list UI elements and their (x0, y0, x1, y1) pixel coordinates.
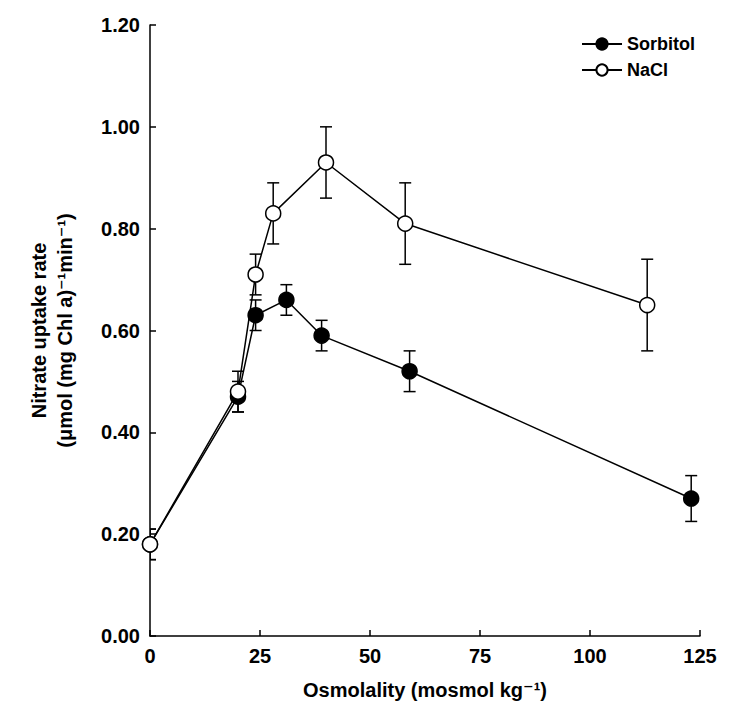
svg-text:Sorbitol: Sorbitol (627, 34, 695, 54)
svg-text:Nitrate uptake rate: Nitrate uptake rate (28, 243, 50, 419)
svg-text:0.60: 0.60 (101, 320, 140, 342)
svg-text:0: 0 (144, 645, 155, 667)
svg-text:(μmol (mg Chl a)⁻¹min⁻¹): (μmol (mg Chl a)⁻¹min⁻¹) (54, 213, 76, 447)
svg-text:125: 125 (683, 645, 716, 667)
svg-text:1.00: 1.00 (101, 116, 140, 138)
svg-text:0.40: 0.40 (101, 421, 140, 443)
svg-text:100: 100 (573, 645, 606, 667)
svg-text:0.20: 0.20 (101, 523, 140, 545)
svg-text:0.80: 0.80 (101, 218, 140, 240)
svg-text:75: 75 (469, 645, 491, 667)
svg-text:0.00: 0.00 (101, 625, 140, 647)
svg-text:25: 25 (249, 645, 271, 667)
svg-text:50: 50 (359, 645, 381, 667)
svg-text:NaCl: NaCl (627, 60, 668, 80)
svg-text:Osmolality (mosmol kg⁻¹): Osmolality (mosmol kg⁻¹) (303, 679, 547, 701)
svg-text:1.20: 1.20 (101, 14, 140, 36)
